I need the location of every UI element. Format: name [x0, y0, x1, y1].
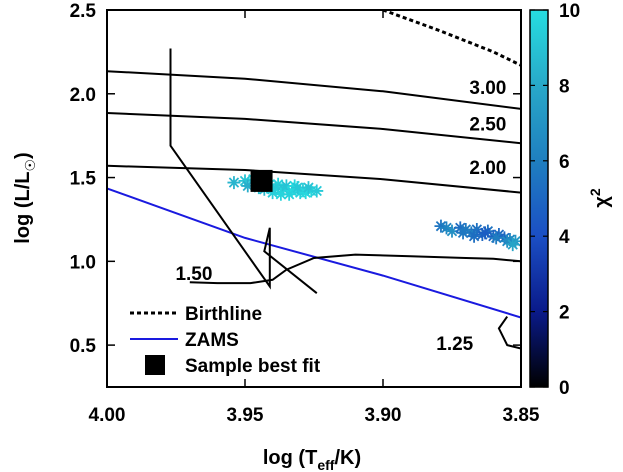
- colorbar-tick-label: 10: [559, 1, 580, 22]
- sample-point: [282, 187, 296, 201]
- legend-best-fit-swatch: [145, 355, 165, 375]
- colorbar-tick-label: 2: [559, 303, 570, 324]
- sample-point: [266, 186, 280, 200]
- y-axis-ticks: 0.5 1.0 1.5 2.0 2.5: [70, 1, 521, 357]
- evolutionary-tracks: [107, 70, 521, 350]
- sample-point: [453, 221, 467, 235]
- y-tick-label: 2.5: [70, 1, 97, 22]
- sample-point: [456, 226, 470, 240]
- sample-point: [310, 184, 324, 198]
- colorbar-tick-label: 6: [559, 152, 570, 173]
- mass-label-1-25: 1.25: [436, 334, 473, 355]
- plot-area: [107, 10, 521, 350]
- sample-point: [301, 181, 315, 195]
- y-axis-label: log (L/L☉): [12, 152, 38, 243]
- sample-point: [434, 219, 448, 233]
- birthline-curve: [382, 10, 521, 67]
- sample-point: [299, 186, 313, 200]
- track-2-50: [107, 112, 521, 145]
- colorbar-tick-label: 8: [559, 76, 570, 97]
- track-1-50: [189, 253, 521, 285]
- x-axis-label: log (Teff/K): [263, 447, 361, 472]
- colorbar-tick-label: 4: [559, 227, 570, 248]
- best-fit-marker: [250, 169, 273, 192]
- colorbar-ticks: 0 2 4 6 8 10: [530, 1, 580, 399]
- sample-point: [478, 226, 492, 240]
- sample-point: [470, 222, 484, 236]
- track-3-00: [107, 70, 521, 110]
- mass-labels: 3.00 2.50 2.00 1.50 1.25: [175, 78, 506, 355]
- x-tick-label: 3.85: [503, 405, 540, 426]
- x-tick-label: 3.95: [227, 405, 264, 426]
- legend-birthline-label: Birthline: [185, 304, 262, 325]
- mass-label-2-50: 2.50: [469, 115, 506, 136]
- mass-label-3-00: 3.00: [469, 78, 506, 99]
- x-axis-ticks: 4.00 3.95 3.90 3.85: [89, 10, 540, 426]
- uncertainty-polygon: [169, 48, 318, 294]
- y-tick-label: 0.5: [70, 336, 97, 357]
- track-2-00: [107, 164, 521, 194]
- sample-point: [467, 229, 481, 243]
- y-tick-label: 1.0: [70, 252, 96, 273]
- y-tick-label: 1.5: [70, 169, 97, 190]
- mass-label-1-50: 1.50: [175, 264, 212, 285]
- mass-label-2-00: 2.00: [469, 158, 506, 179]
- sample-point: [506, 238, 520, 252]
- sample-point: [500, 234, 514, 248]
- sample-point: [290, 181, 304, 195]
- legend-best-fit-label: Sample best fit: [185, 356, 321, 377]
- legend: Birthline ZAMS Sample best fit: [130, 304, 321, 377]
- sample-point: [445, 224, 459, 238]
- x-tick-label: 3.90: [365, 405, 402, 426]
- colorbar-label: χ2: [587, 188, 613, 208]
- legend-zams-label: ZAMS: [185, 330, 239, 351]
- sample-point: [274, 187, 288, 201]
- track-1-25: [497, 316, 521, 350]
- colorbar-tick-label: 0: [559, 378, 570, 399]
- sample-point: [238, 174, 252, 188]
- sample-point: [277, 182, 291, 196]
- zams-line: [107, 187, 521, 319]
- sample-point: [227, 176, 241, 190]
- sample-point: [241, 179, 255, 193]
- sample-point: [439, 221, 453, 235]
- y-tick-label: 2.0: [70, 85, 96, 106]
- colorbar: [529, 9, 549, 388]
- x-tick-label: 4.00: [89, 405, 126, 426]
- plot-frame: [106, 9, 522, 388]
- sample-point: [489, 231, 503, 245]
- sample-point: [268, 181, 282, 195]
